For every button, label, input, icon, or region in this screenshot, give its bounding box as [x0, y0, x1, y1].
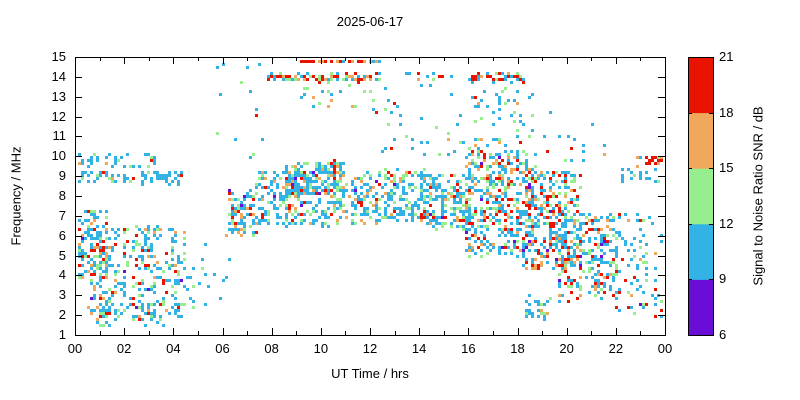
colorbar-tick-label: 9 [719, 271, 727, 287]
y-tick-label: 15 [51, 49, 66, 64]
colorbar-tick-label: 12 [719, 215, 734, 231]
colorbar-tick-label: 21 [719, 49, 734, 64]
x-tick-label: 16 [461, 341, 476, 356]
x-tick-label: 20 [559, 341, 574, 356]
x-tick-label: 06 [215, 341, 230, 356]
x-tick-label: 14 [411, 341, 427, 356]
y-tick-label: 10 [51, 148, 66, 164]
y-tick-label: 3 [58, 287, 66, 303]
y-tick-label: 6 [58, 227, 66, 243]
x-tick-label: 18 [510, 341, 525, 356]
x-tick-label: 00 [657, 341, 673, 356]
colorbar-label: Signal to Noise Ratio SNR / dB [750, 106, 766, 286]
x-tick-label: 08 [264, 341, 279, 356]
y-tick-label: 4 [58, 267, 66, 283]
colorbar-tick-label: 6 [719, 327, 727, 342]
x-tick-label: 04 [166, 341, 181, 356]
colorbar-tick-label: 18 [719, 104, 734, 120]
y-tick-label: 14 [51, 68, 66, 84]
y-tick-label: 8 [58, 188, 66, 203]
colorbar-tick-label: 15 [719, 160, 734, 176]
y-tick-label: 2 [58, 307, 66, 323]
x-tick-label: 12 [362, 341, 378, 356]
x-tick-label: 02 [116, 341, 132, 356]
x-axis-label: UT Time / hrs [331, 366, 409, 381]
y-tick-label: 12 [51, 108, 66, 124]
x-tick-label: 00 [67, 341, 83, 356]
y-tick-label: 1 [58, 327, 66, 342]
y-tick-label: 7 [58, 207, 66, 223]
y-tick-label: 11 [52, 128, 67, 144]
y-tick-label: 9 [58, 168, 66, 184]
chart-title: 2025-06-17 [336, 14, 404, 29]
y-tick-label: 5 [58, 247, 66, 263]
x-tick-label: 22 [608, 341, 624, 356]
x-tick-label: 10 [313, 341, 329, 356]
y-axis-label: Frequency / MHz [8, 146, 24, 246]
y-tick-label: 13 [51, 88, 66, 104]
